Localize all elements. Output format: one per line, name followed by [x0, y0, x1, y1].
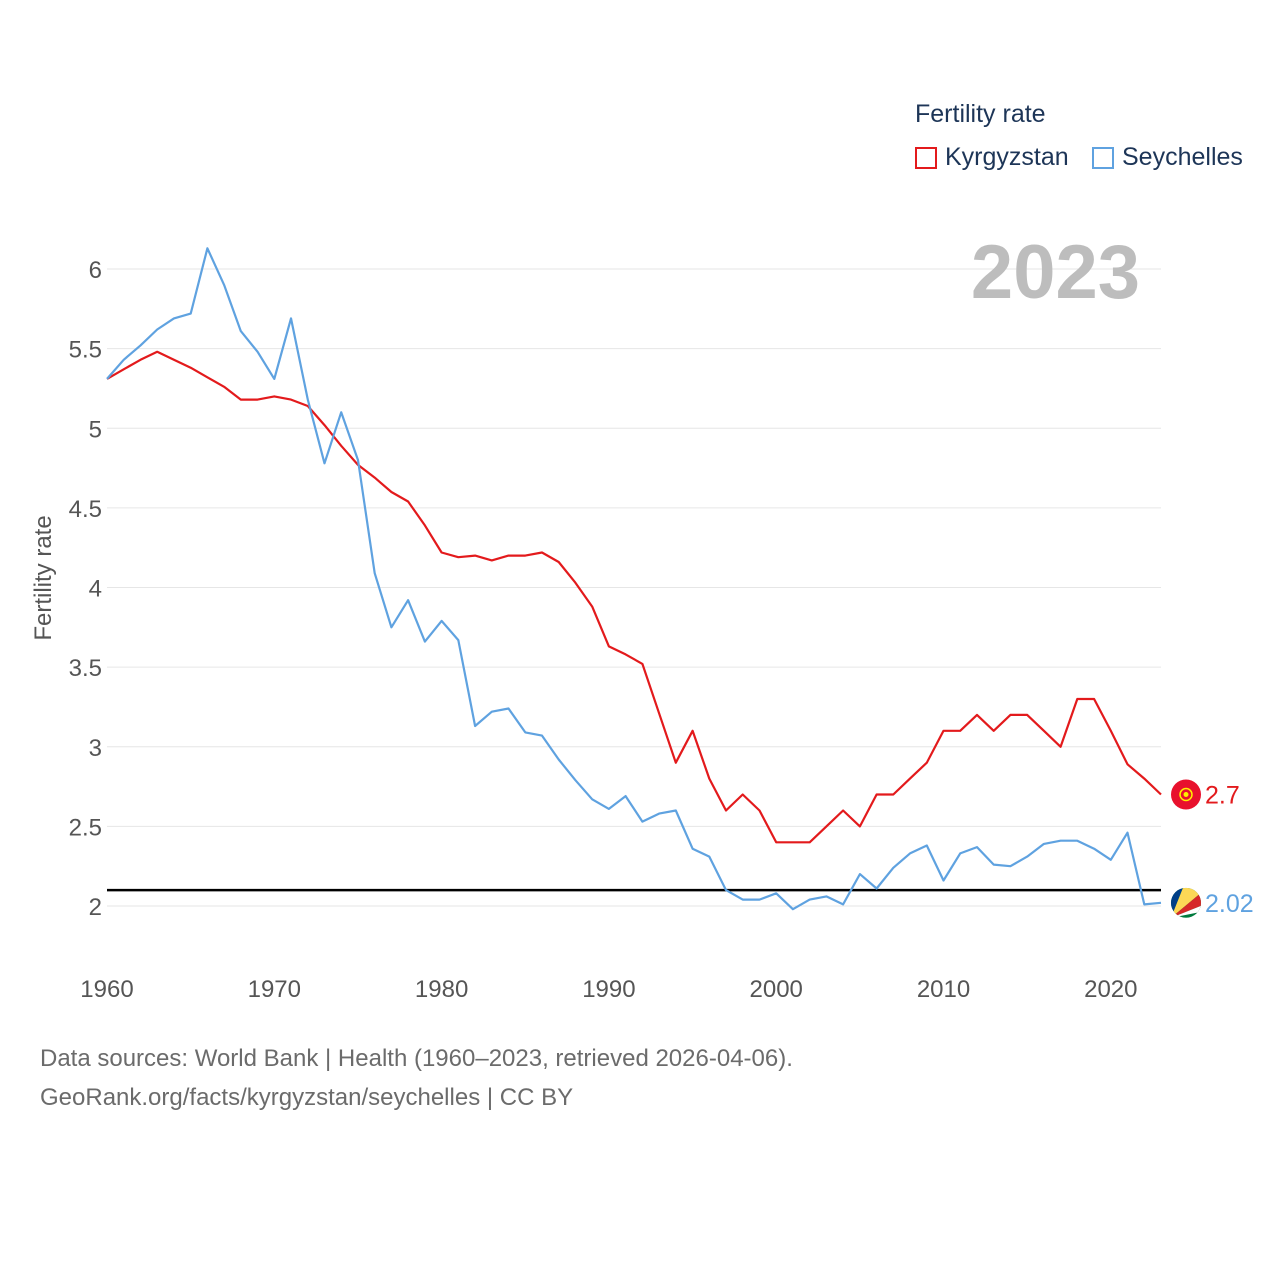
y-tick-label: 5 — [89, 416, 102, 443]
kyrgyzstan-flag-icon — [1171, 779, 1201, 810]
y-tick-label: 3.5 — [69, 655, 102, 682]
x-tick-label: 2000 — [750, 976, 803, 1003]
y-tick-label: 4.5 — [69, 496, 102, 523]
x-axis-ticks: 1960 1970 1980 1990 2000 2010 2020 — [80, 976, 1137, 1003]
series-line-seychelles[interactable] — [106, 247, 1162, 911]
end-labels: 2.7 2.02 — [1171, 779, 1254, 918]
y-tick-label: 2 — [89, 894, 102, 921]
end-label-seychelles: 2.02 — [1205, 890, 1254, 918]
y-tick-label: 4 — [89, 576, 102, 603]
series-line-kyrgyzstan[interactable] — [106, 350, 1162, 844]
y-axis-label: Fertility rate — [30, 515, 57, 640]
y-tick-label: 5.5 — [69, 337, 102, 364]
end-label-kyrgyzstan: 2.7 — [1205, 782, 1240, 810]
legend-item-kyrgyzstan[interactable]: Kyrgyzstan — [915, 143, 1069, 172]
x-tick-label: 1960 — [80, 976, 133, 1003]
footer-sources: Data sources: World Bank | Health (1960–… — [40, 1045, 793, 1072]
x-tick-label: 2020 — [1084, 976, 1137, 1003]
y-tick-label: 2.5 — [69, 814, 102, 841]
grid-lines — [107, 268, 1161, 907]
seychelles-flag-icon — [1171, 887, 1201, 918]
x-tick-label: 2010 — [917, 976, 970, 1003]
footer-credit[interactable]: GeoRank.org/facts/kyrgyzstan/seychelles … — [40, 1084, 574, 1111]
y-axis-ticks: 2 2.5 3 3.5 4 4.5 5 5.5 6 — [69, 257, 102, 921]
legend-label-kyrgyzstan: Kyrgyzstan — [945, 143, 1069, 171]
x-tick-label: 1970 — [248, 976, 301, 1003]
series-lines — [106, 247, 1162, 911]
legend-title: Fertility rate — [915, 100, 1046, 128]
y-tick-label: 3 — [89, 735, 102, 762]
x-tick-label: 1990 — [582, 976, 635, 1003]
legend-swatch-kyrgyzstan — [915, 146, 937, 169]
legend-label-seychelles: Seychelles — [1122, 143, 1243, 171]
y-tick-label: 6 — [89, 257, 102, 284]
x-tick-label: 1980 — [415, 976, 468, 1003]
legend-item-seychelles[interactable]: Seychelles — [1092, 143, 1243, 172]
year-watermark: 2023 — [971, 230, 1140, 315]
legend-swatch-seychelles — [1092, 146, 1114, 169]
